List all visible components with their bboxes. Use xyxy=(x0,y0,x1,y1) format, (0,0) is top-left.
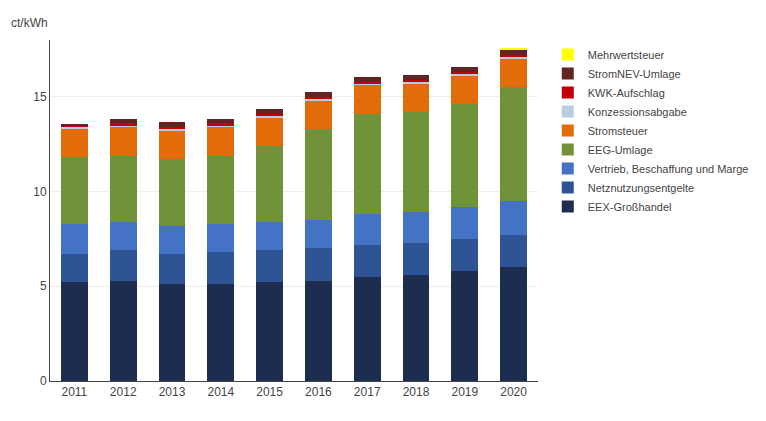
svg-text:EEG-Umlage: EEG-Umlage xyxy=(588,144,653,156)
svg-text:10: 10 xyxy=(33,185,47,199)
svg-text:Mehrwertsteuer: Mehrwertsteuer xyxy=(588,49,665,61)
svg-text:ct/kWh: ct/kWh xyxy=(11,16,48,30)
svg-text:2013: 2013 xyxy=(159,385,186,399)
svg-text:Netznutzungsentgelte: Netznutzungsentgelte xyxy=(588,182,694,194)
svg-text:Vertrieb, Beschaffung und Marg: Vertrieb, Beschaffung und Marge xyxy=(588,163,749,175)
svg-text:2015: 2015 xyxy=(256,385,283,399)
svg-text:2011: 2011 xyxy=(61,385,87,399)
svg-text:KWK-Aufschlag: KWK-Aufschlag xyxy=(588,87,665,99)
svg-text:Konzessionsabgabe: Konzessionsabgabe xyxy=(588,106,687,118)
svg-text:2012: 2012 xyxy=(110,385,137,399)
svg-text:15: 15 xyxy=(33,90,47,104)
svg-text:2014: 2014 xyxy=(207,385,234,399)
svg-text:2017: 2017 xyxy=(354,385,381,399)
svg-text:0: 0 xyxy=(40,374,47,388)
svg-text:2020: 2020 xyxy=(500,385,527,399)
svg-text:EEX-Großhandel: EEX-Großhandel xyxy=(588,201,672,213)
svg-text:2019: 2019 xyxy=(451,385,478,399)
svg-text:2016: 2016 xyxy=(305,385,332,399)
svg-text:5: 5 xyxy=(40,279,47,293)
svg-text:Stromsteuer: Stromsteuer xyxy=(588,125,648,137)
svg-text:2018: 2018 xyxy=(403,385,430,399)
svg-text:StromNEV-Umlage: StromNEV-Umlage xyxy=(588,68,681,80)
